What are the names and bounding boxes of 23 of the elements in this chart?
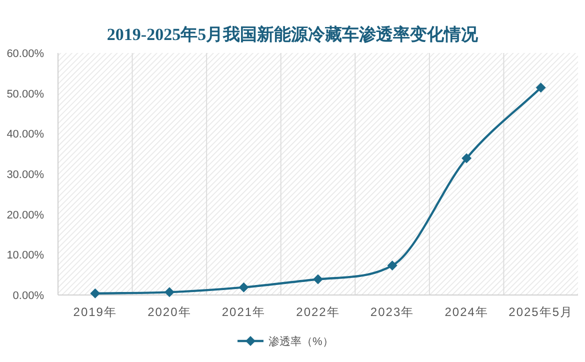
- x-tick-label: 2025年5月: [508, 305, 574, 319]
- point: [164, 287, 174, 298]
- y-tick-label: 50.00%: [6, 88, 44, 100]
- x-tick-label: 2023年: [370, 305, 414, 319]
- point: [387, 260, 398, 271]
- x-tick-label: 2024年: [444, 305, 488, 319]
- x-tick-label: 2021年: [222, 305, 266, 319]
- point: [313, 274, 323, 284]
- y-tick-label: 40.00%: [6, 128, 44, 141]
- y-tick-label: 20.00%: [6, 209, 44, 222]
- y-tick-label: 30.00%: [6, 169, 44, 181]
- y-tick-label: 60.00%: [6, 48, 44, 60]
- y-tick-label: 10.00%: [6, 250, 44, 262]
- point: [90, 288, 100, 298]
- y-tick-label: 0.00%: [12, 290, 44, 302]
- chart-title: 2019-2025年5月我国新能源冷藏车渗透率变化情况: [106, 25, 480, 44]
- x-tick-label: 2019年: [73, 305, 117, 319]
- legend-label: 渗透率（%）: [268, 335, 334, 348]
- x-tick-label: 2022年: [296, 305, 340, 319]
- point: [462, 153, 472, 164]
- point: [536, 82, 546, 93]
- x-tick-label: 2020年: [148, 305, 192, 319]
- point: [238, 282, 249, 292]
